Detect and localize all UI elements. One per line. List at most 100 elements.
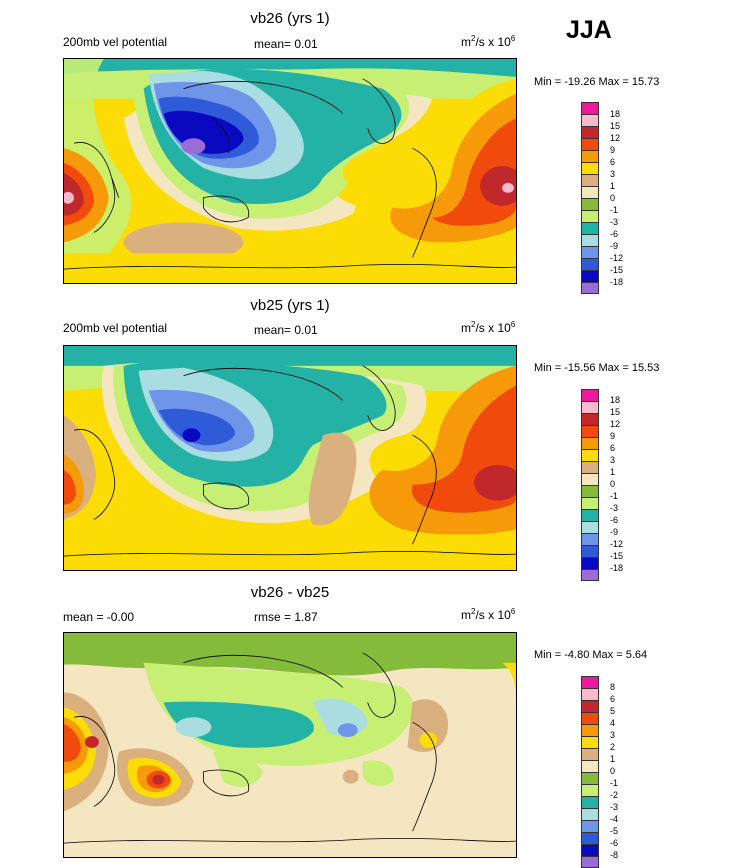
panel1-colorbar — [581, 102, 599, 294]
colorbar-tick-label: -4 — [610, 814, 619, 824]
colorbar-tick-label: 0 — [610, 193, 616, 203]
panel2-mean: mean= 0.01 — [254, 323, 318, 337]
colorbar-swatch — [581, 222, 599, 234]
colorbar-swatch — [581, 401, 599, 413]
colorbar-tick-label: 3 — [610, 730, 616, 740]
colorbar-tick-label: -12 — [610, 253, 624, 263]
colorbar-swatch — [581, 270, 599, 282]
colorbar-tick-label: 2 — [610, 742, 616, 752]
colorbar-swatch — [581, 234, 599, 246]
panel3-map — [63, 632, 517, 858]
panel3-colorbar — [581, 676, 599, 868]
colorbar-swatch — [581, 676, 599, 688]
colorbar-swatch — [581, 437, 599, 449]
colorbar-swatch — [581, 796, 599, 808]
colorbar-swatch — [581, 461, 599, 473]
colorbar-tick-label: -12 — [610, 539, 624, 549]
colorbar-swatch — [581, 258, 599, 270]
colorbar-swatch — [581, 114, 599, 126]
colorbar-swatch — [581, 569, 599, 581]
colorbar-swatch — [581, 820, 599, 832]
colorbar-swatch — [581, 473, 599, 485]
colorbar-swatch — [581, 736, 599, 748]
panel3-title: vb26 - vb25 — [250, 584, 330, 601]
colorbar-tick-label: -1 — [610, 491, 619, 501]
colorbar-tick-label: 9 — [610, 431, 616, 441]
colorbar-swatch — [581, 282, 599, 294]
panel2-units: m2/s x 106 — [461, 320, 516, 335]
colorbar-swatch — [581, 413, 599, 425]
panel1-title: vb26 (yrs 1) — [250, 10, 330, 27]
colorbar-tick-label: 12 — [610, 133, 621, 143]
panel3-rmse: rmse = 1.87 — [254, 610, 318, 624]
colorbar-tick-label: -3 — [610, 503, 619, 513]
colorbar-tick-label: 0 — [610, 479, 616, 489]
season-label: JJA — [566, 16, 612, 44]
colorbar-swatch — [581, 856, 599, 868]
colorbar-tick-label: -1 — [610, 778, 619, 788]
colorbar-tick-label: -6 — [610, 838, 619, 848]
colorbar-tick-label: -18 — [610, 563, 624, 573]
colorbar-tick-label: 1 — [610, 467, 616, 477]
colorbar-tick-label: 18 — [610, 395, 621, 405]
colorbar-swatch — [581, 509, 599, 521]
colorbar-tick-label: 6 — [610, 157, 616, 167]
colorbar-swatch — [581, 497, 599, 509]
colorbar-swatch — [581, 700, 599, 712]
colorbar-tick-label: 4 — [610, 718, 616, 728]
colorbar-tick-label: -15 — [610, 551, 624, 561]
colorbar-swatch — [581, 533, 599, 545]
panel1-mean: mean= 0.01 — [254, 37, 318, 51]
colorbar-tick-label: -9 — [610, 241, 619, 251]
colorbar-swatch — [581, 724, 599, 736]
colorbar-tick-label: 6 — [610, 443, 616, 453]
colorbar-tick-label: 15 — [610, 121, 621, 131]
colorbar-swatch — [581, 844, 599, 856]
colorbar-tick-label: 0 — [610, 766, 616, 776]
colorbar-swatch — [581, 832, 599, 844]
colorbar-tick-label: 1 — [610, 754, 616, 764]
colorbar-tick-label: -3 — [610, 802, 619, 812]
colorbar-tick-label: -15 — [610, 265, 624, 275]
colorbar-swatch — [581, 557, 599, 569]
colorbar-swatch — [581, 712, 599, 724]
colorbar-tick-label: -6 — [610, 229, 619, 239]
panel1-map — [63, 58, 517, 284]
panel2-colorbar — [581, 389, 599, 581]
colorbar-swatch — [581, 198, 599, 210]
colorbar-tick-label: 12 — [610, 419, 621, 429]
colorbar-tick-label: 5 — [610, 706, 616, 716]
panel3-units: m2/s x 106 — [461, 607, 516, 622]
panel2-left-label: 200mb vel potential — [63, 321, 168, 335]
panel2-map — [63, 345, 517, 571]
panel1-minmax: Min = -19.26 Max = 15.73 — [534, 76, 660, 88]
colorbar-tick-label: -9 — [610, 527, 619, 537]
panel1-units: m2/s x 106 — [461, 34, 516, 49]
colorbar-tick-label: 3 — [610, 455, 616, 465]
colorbar-swatch — [581, 150, 599, 162]
colorbar-tick-label: -8 — [610, 850, 619, 860]
colorbar-swatch — [581, 748, 599, 760]
colorbar-swatch — [581, 425, 599, 437]
colorbar-tick-label: -2 — [610, 790, 619, 800]
colorbar-swatch — [581, 102, 599, 114]
panel3-mean: mean = -0.00 — [63, 610, 135, 624]
colorbar-swatch — [581, 784, 599, 796]
colorbar-tick-label: -5 — [610, 826, 619, 836]
colorbar-swatch — [581, 772, 599, 784]
colorbar-swatch — [581, 389, 599, 401]
colorbar-tick-label: 9 — [610, 145, 616, 155]
colorbar-swatch — [581, 449, 599, 461]
colorbar-swatch — [581, 246, 599, 258]
colorbar-swatch — [581, 174, 599, 186]
colorbar-swatch — [581, 760, 599, 772]
colorbar-tick-label: 15 — [610, 407, 621, 417]
colorbar-swatch — [581, 485, 599, 497]
panel2-minmax: Min = -15.56 Max = 15.53 — [534, 362, 660, 374]
colorbar-swatch — [581, 126, 599, 138]
colorbar-swatch — [581, 808, 599, 820]
panel2-title: vb25 (yrs 1) — [250, 297, 330, 314]
colorbar-swatch — [581, 162, 599, 174]
colorbar-tick-label: 6 — [610, 694, 616, 704]
colorbar-swatch — [581, 210, 599, 222]
